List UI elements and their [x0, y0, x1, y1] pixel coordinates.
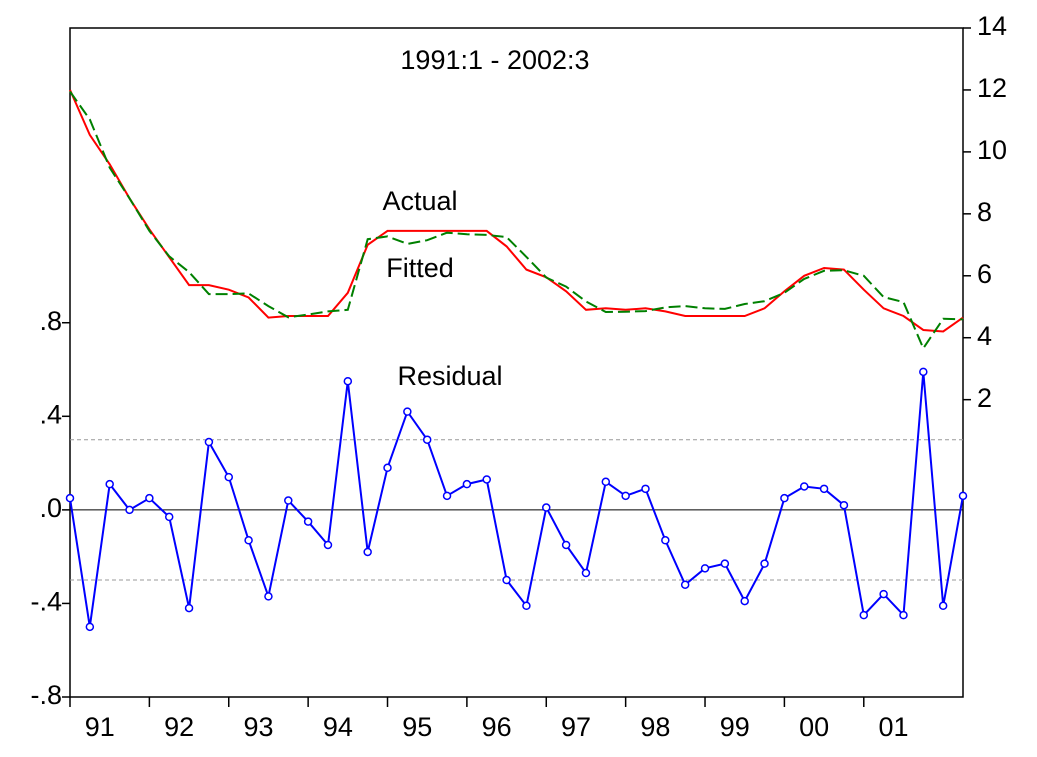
point-marker — [85, 622, 95, 632]
x-tick-label: 94 — [323, 712, 353, 742]
point-marker — [680, 580, 690, 589]
chart-title: 1991:1 - 2002:3 — [400, 45, 589, 75]
series-annotation: Fitted — [386, 253, 454, 283]
point-marker — [661, 536, 670, 545]
point-marker — [621, 491, 630, 501]
point-marker — [403, 407, 412, 416]
x-tick-label: 92 — [164, 712, 194, 742]
point-marker — [542, 503, 551, 512]
y-tick-label: -.8 — [30, 680, 62, 710]
point-marker — [164, 512, 174, 522]
point-marker — [641, 484, 650, 494]
series-line — [69, 89, 964, 333]
y2-tick-label: 12 — [977, 73, 1007, 103]
point-marker — [224, 472, 234, 482]
point-marker — [740, 596, 749, 606]
point-marker — [859, 610, 869, 620]
point-marker — [522, 601, 531, 611]
point-marker — [343, 376, 353, 386]
series-annotation: Actual — [382, 186, 457, 216]
point-marker — [383, 463, 392, 473]
point-marker — [145, 493, 154, 503]
point-marker — [899, 610, 908, 620]
point-marker — [204, 437, 214, 447]
point-marker — [284, 496, 293, 505]
point-marker — [303, 517, 313, 526]
point-marker — [601, 477, 611, 487]
point-marker — [462, 479, 472, 489]
point-marker — [760, 559, 769, 568]
point-marker — [502, 575, 511, 585]
point-marker — [799, 482, 809, 491]
point-marker — [938, 601, 948, 611]
y-tick-label: -.4 — [30, 587, 62, 617]
point-marker — [363, 547, 372, 557]
point-marker — [105, 479, 114, 489]
x-tick-label: 93 — [243, 712, 273, 742]
x-tick-label: 95 — [402, 712, 432, 742]
point-marker — [839, 500, 849, 510]
point-marker — [879, 589, 888, 599]
y2-tick-label: 8 — [977, 197, 992, 227]
point-marker — [561, 540, 571, 550]
point-marker — [422, 435, 432, 444]
point-marker — [958, 491, 968, 501]
point-marker — [720, 559, 730, 568]
y-tick-label: .8 — [39, 306, 62, 336]
y-tick-label: .0 — [39, 493, 62, 523]
x-tick-label: 00 — [799, 712, 829, 742]
x-tick-label: 96 — [482, 712, 512, 742]
point-marker — [264, 592, 273, 601]
point-marker — [65, 493, 75, 503]
point-marker — [780, 493, 789, 503]
y2-tick-label: 4 — [977, 321, 992, 351]
point-marker — [581, 568, 591, 578]
point-marker — [442, 491, 452, 501]
x-tick-label: 01 — [879, 712, 909, 742]
plot-frame — [69, 27, 964, 698]
series-line — [69, 90, 964, 351]
y2-tick-label: 6 — [977, 259, 992, 289]
x-tick-label: 99 — [720, 712, 750, 742]
point-marker — [323, 540, 333, 550]
x-tick-label: 98 — [640, 712, 670, 742]
point-marker — [244, 536, 253, 545]
point-marker — [482, 475, 491, 484]
point-marker — [125, 505, 134, 515]
x-tick-label: 91 — [85, 712, 115, 742]
point-marker — [184, 603, 194, 613]
point-marker — [700, 564, 710, 573]
series-line — [69, 371, 964, 627]
y2-tick-label: 2 — [977, 383, 992, 413]
y2-tick-label: 10 — [977, 135, 1007, 165]
series-annotation: Residual — [397, 361, 502, 391]
point-marker — [819, 484, 829, 494]
y2-tick-label: 14 — [977, 11, 1007, 41]
point-marker — [919, 367, 928, 377]
x-tick-label: 97 — [561, 712, 591, 742]
y-tick-label: .4 — [39, 399, 62, 429]
